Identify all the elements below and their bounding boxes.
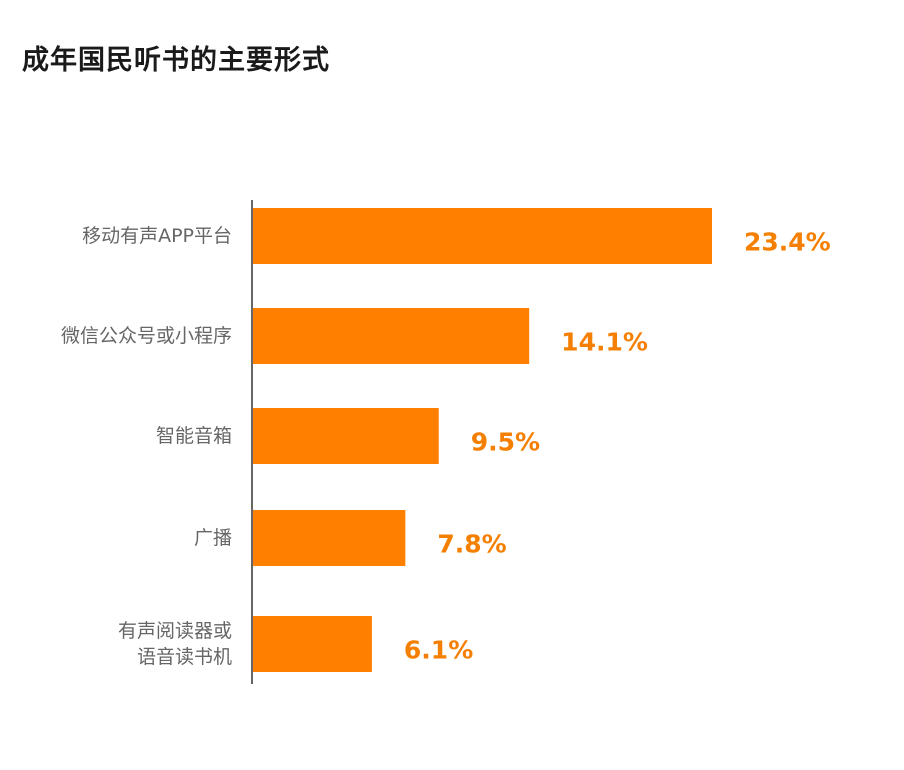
value-label-0: 23.4% bbox=[744, 228, 831, 257]
value-label-1: 14.1% bbox=[561, 328, 648, 357]
chart-title: 成年国民听书的主要形式 bbox=[22, 45, 330, 76]
value-label-3: 7.8% bbox=[437, 530, 506, 559]
value-label-2: 9.5% bbox=[471, 428, 540, 457]
category-label-3: 广播 bbox=[194, 527, 232, 549]
category-label-line: 移动有声APP平台 bbox=[82, 225, 232, 247]
category-label-line: 微信公众号或小程序 bbox=[61, 325, 232, 347]
bars-group bbox=[252, 208, 712, 672]
bar-4 bbox=[252, 616, 372, 672]
category-label-line: 智能音箱 bbox=[156, 425, 232, 447]
bar-2 bbox=[252, 408, 439, 464]
category-label-0: 移动有声APP平台 bbox=[82, 225, 232, 247]
category-label-line: 广播 bbox=[194, 527, 232, 549]
category-label-2: 智能音箱 bbox=[156, 425, 232, 447]
bar-1 bbox=[252, 308, 530, 364]
category-label-line: 语音读书机 bbox=[137, 646, 232, 668]
value-label-4: 6.1% bbox=[404, 636, 473, 665]
bar-3 bbox=[252, 510, 406, 566]
category-label-4: 有声阅读器或语音读书机 bbox=[118, 620, 232, 668]
value-labels-group: 23.4% 14.1% 9.5% 7.8% 6.1% bbox=[404, 228, 831, 665]
bar-0 bbox=[252, 208, 712, 264]
category-label-line: 有声阅读器或 bbox=[118, 620, 232, 642]
category-label-1: 微信公众号或小程序 bbox=[61, 325, 232, 347]
